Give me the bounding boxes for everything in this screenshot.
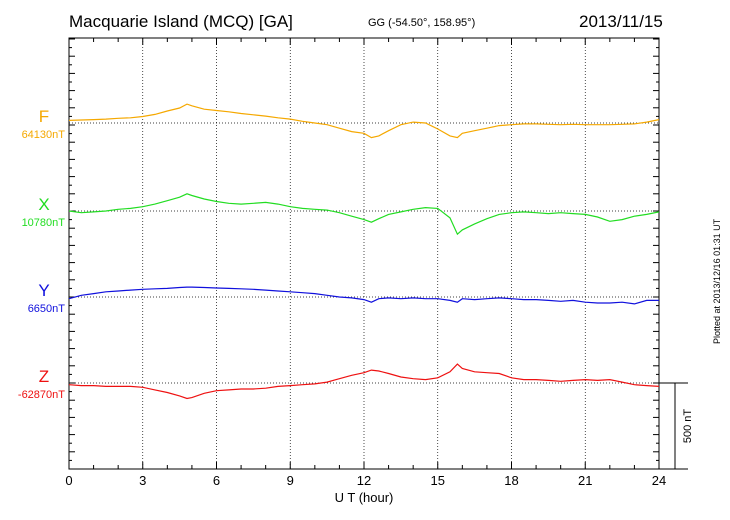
x-tick-label: 0 — [65, 473, 72, 488]
x-tick-label: 3 — [139, 473, 146, 488]
baseline-value-y: 6650nT — [28, 303, 66, 315]
x-tick-label: 12 — [357, 473, 371, 488]
chart-title: Macquarie Island (MCQ) [GA] — [69, 12, 293, 31]
baseline-value-x: 10780nT — [22, 217, 66, 229]
series-line-z — [68, 363, 660, 400]
x-tick-label: 15 — [431, 473, 445, 488]
series-line-f — [68, 103, 660, 139]
x-tick-label: 18 — [504, 473, 518, 488]
component-label-x: X — [38, 195, 49, 214]
component-label-f: F — [39, 107, 49, 126]
x-tick-label: 21 — [578, 473, 592, 488]
baseline-value-f: 64130nT — [22, 129, 66, 141]
chart-date: 2013/11/15 — [579, 12, 663, 31]
x-tick-label: 6 — [213, 473, 220, 488]
x-tick-label: 9 — [287, 473, 294, 488]
x-tick-label: 24 — [652, 473, 666, 488]
component-label-z: Z — [39, 367, 49, 386]
baseline-value-z: -62870nT — [18, 389, 65, 401]
station-coordinates: GG (-54.50°, 158.95°) — [368, 17, 476, 29]
series-line-x — [68, 193, 660, 236]
series-line-y — [68, 286, 659, 305]
x-axis-label: U T (hour) — [335, 490, 394, 505]
scale-bar-label: 500 nT — [682, 409, 694, 444]
component-label-y: Y — [38, 281, 49, 300]
